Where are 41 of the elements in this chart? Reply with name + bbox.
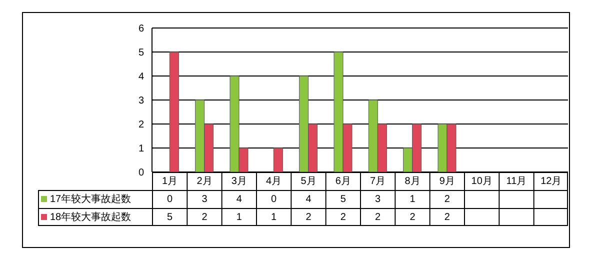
legend-label: 18年较大事故起数	[49, 210, 132, 225]
x-tick-label: 7月	[369, 175, 387, 189]
bar	[169, 52, 179, 172]
y-tick-label: 0	[138, 168, 144, 179]
bar	[273, 148, 283, 172]
data-label: 2	[304, 210, 312, 224]
data-label: 2	[200, 210, 208, 224]
data-label: 4	[304, 192, 312, 206]
x-tick-label: 6月	[334, 175, 352, 189]
data-label: 2	[443, 192, 451, 206]
legend-label: 17年较大事故起数	[49, 192, 132, 207]
data-label: 0	[270, 192, 278, 206]
y-tick-label: 1	[138, 144, 144, 155]
data-label: 2	[408, 210, 416, 224]
data-label: 1	[408, 192, 416, 206]
data-label: 2	[374, 210, 382, 224]
data-label: 4	[235, 192, 243, 206]
y-tick-label: 4	[138, 72, 144, 83]
x-tick-label: 8月	[404, 175, 422, 189]
data-label: 1	[270, 210, 278, 224]
data-label: 1	[235, 210, 243, 224]
x-tick-label: 2月	[196, 175, 214, 189]
x-tick-label: 9月	[438, 175, 456, 189]
y-tick-label: 2	[138, 120, 144, 131]
data-label: 5	[166, 210, 174, 224]
data-label: 5	[339, 192, 347, 206]
x-tick-label: 10月	[470, 175, 494, 189]
x-tick-label: 3月	[230, 175, 248, 189]
y-tick-label: 3	[138, 96, 144, 107]
x-tick-label: 4月	[265, 175, 283, 189]
y-tick-label: 6	[138, 24, 144, 35]
x-tick-label: 1月	[161, 175, 179, 189]
y-tick-label: 5	[138, 48, 144, 59]
x-tick-label: 11月	[505, 175, 528, 189]
data-label: 2	[339, 210, 347, 224]
x-tick-label: 5月	[300, 175, 318, 189]
x-tick-label: 12月	[540, 175, 563, 189]
data-label: 3	[374, 192, 382, 206]
data-label: 0	[166, 192, 174, 206]
data-label: 2	[443, 210, 451, 224]
data-label: 3	[200, 192, 208, 206]
